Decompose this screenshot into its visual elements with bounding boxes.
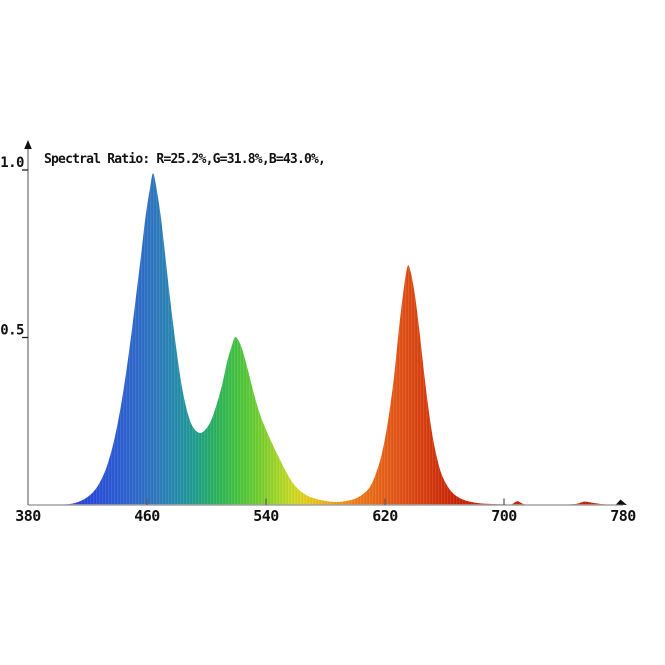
chart-title: Spectral Ratio: R=25.2%,G=31.8%,B=43.0%,: [44, 152, 325, 167]
x-axis-tick-labels: 380 460 540 620 700 780: [15, 507, 637, 525]
y-tick-label: 0.5: [0, 323, 24, 339]
y-axis-tick-labels: 1.0 0.5: [0, 155, 24, 339]
x-axis-arrowhead-icon: [616, 499, 627, 505]
y-tick-label: 1.0: [0, 155, 24, 171]
spectral-area-stripe-texture: [28, 173, 623, 505]
x-tick-label: 460: [134, 507, 160, 525]
y-axis-arrowhead-icon: [24, 140, 32, 149]
y-axis-ticks: [22, 169, 28, 339]
x-tick-label: 700: [491, 507, 517, 525]
x-tick-label: 380: [15, 507, 41, 525]
x-tick-label: 780: [610, 507, 636, 525]
x-axis-ticks: [146, 498, 505, 505]
x-tick-label: 620: [372, 507, 398, 525]
x-tick-label: 540: [253, 507, 279, 525]
